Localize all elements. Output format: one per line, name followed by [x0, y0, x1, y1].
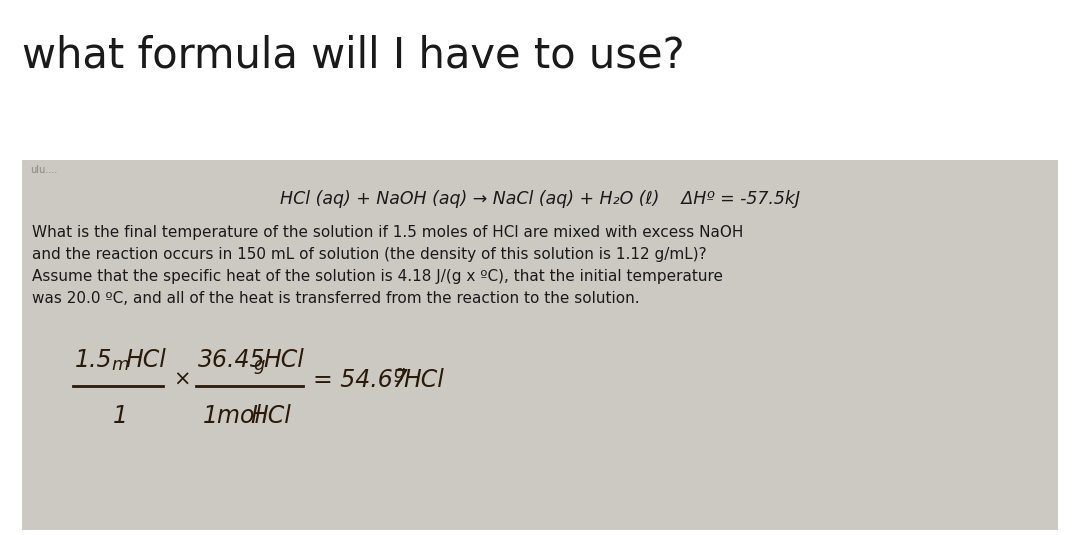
- Text: = 54.67: = 54.67: [313, 368, 408, 392]
- Text: HCl: HCl: [125, 348, 166, 372]
- Text: g: g: [393, 364, 404, 382]
- Text: ×: ×: [173, 370, 190, 390]
- Text: HCl (aq) + NaOH (aq) → NaCl (aq) + H₂O (ℓ)    ΔHº = -57.5kJ: HCl (aq) + NaOH (aq) → NaCl (aq) + H₂O (…: [280, 190, 800, 208]
- Text: HCl: HCl: [264, 348, 303, 372]
- Text: Assume that the specific heat of the solution is 4.18 J/(g x ºC), that the initi: Assume that the specific heat of the sol…: [32, 269, 723, 284]
- Text: what formula will I have to use?: what formula will I have to use?: [22, 35, 685, 77]
- FancyBboxPatch shape: [22, 160, 1058, 530]
- Text: 36.45: 36.45: [198, 348, 266, 372]
- Text: and the reaction occurs in 150 mL of solution (the density of this solution is 1: and the reaction occurs in 150 mL of sol…: [32, 247, 706, 262]
- Text: HCl: HCl: [249, 404, 291, 428]
- Text: was 20.0 ºC, and all of the heat is transferred from the reaction to the solutio: was 20.0 ºC, and all of the heat is tran…: [32, 291, 639, 306]
- Text: 1mol: 1mol: [203, 404, 262, 428]
- Text: g: g: [253, 356, 265, 374]
- Text: m: m: [111, 356, 129, 374]
- Text: 1.5: 1.5: [75, 348, 112, 372]
- Text: 1: 1: [113, 404, 129, 428]
- Text: ulu....: ulu....: [30, 165, 57, 175]
- Text: HCl: HCl: [403, 368, 444, 392]
- Text: What is the final temperature of the solution if 1.5 moles of HCl are mixed with: What is the final temperature of the sol…: [32, 225, 743, 240]
